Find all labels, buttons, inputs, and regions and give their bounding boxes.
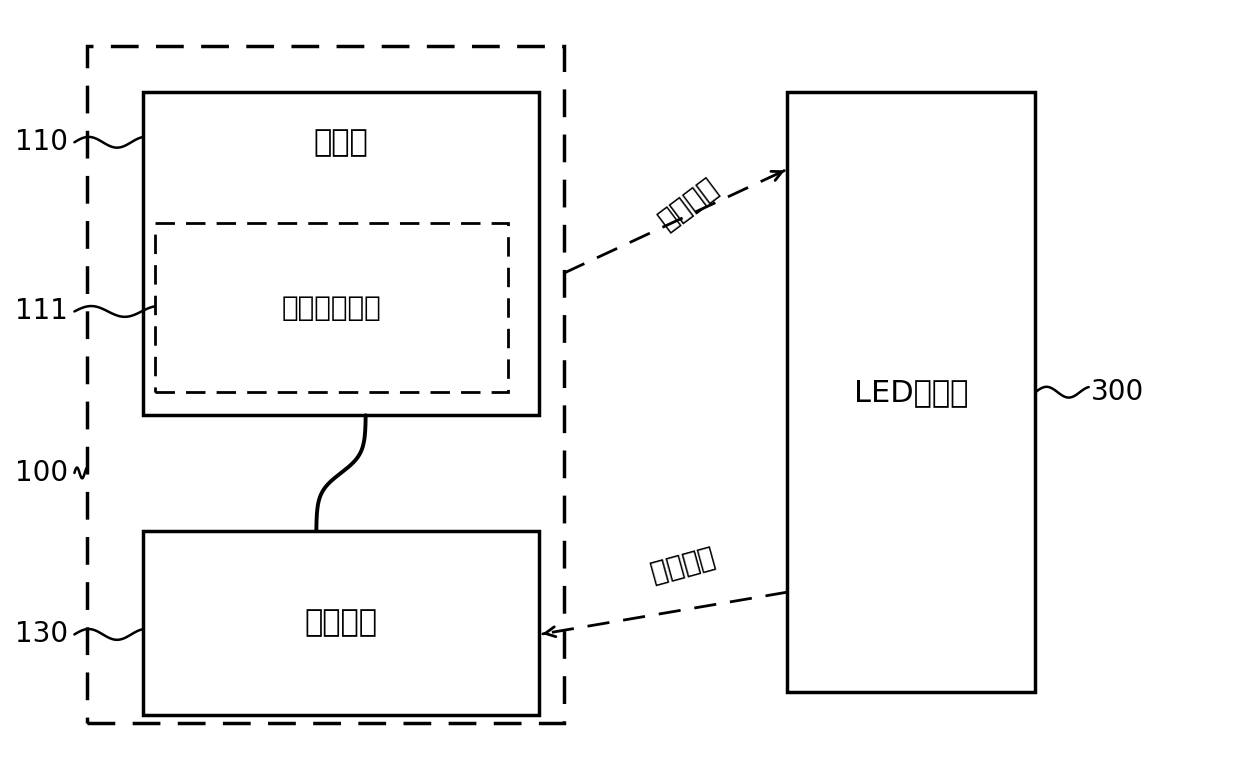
Text: 显示控制: 显示控制	[653, 172, 723, 235]
Bar	[787, 92, 1035, 692]
Text: 130: 130	[15, 621, 68, 648]
Text: 300: 300	[1091, 378, 1145, 406]
Text: 面阵相机: 面阵相机	[305, 608, 377, 638]
Text: 100: 100	[15, 459, 68, 487]
Text: 图像采集: 图像采集	[644, 543, 715, 588]
Bar	[143, 92, 539, 415]
Bar	[143, 531, 539, 715]
Text: 110: 110	[15, 128, 68, 156]
Text: 111: 111	[15, 298, 68, 325]
Bar	[87, 46, 564, 723]
Bar	[155, 223, 508, 392]
Text: LED显示屏: LED显示屏	[854, 378, 968, 407]
Text: 计算机: 计算机	[314, 128, 368, 157]
Text: 散热分析软件: 散热分析软件	[281, 294, 382, 321]
